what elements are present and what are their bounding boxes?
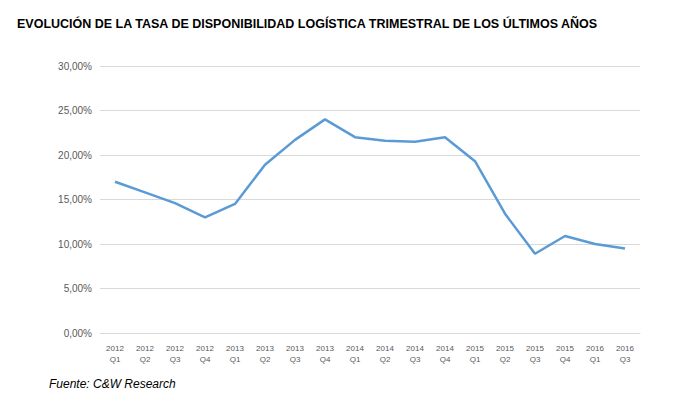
svg-text:2012: 2012 xyxy=(166,344,184,353)
svg-text:2016: 2016 xyxy=(586,344,604,353)
svg-text:2013: 2013 xyxy=(286,344,304,353)
svg-text:Q3: Q3 xyxy=(170,355,181,364)
svg-text:Q3: Q3 xyxy=(620,355,631,364)
svg-text:Q4: Q4 xyxy=(560,355,571,364)
svg-text:2012: 2012 xyxy=(136,344,154,353)
svg-text:Q3: Q3 xyxy=(530,355,541,364)
svg-text:Q1: Q1 xyxy=(470,355,481,364)
svg-text:30,00%: 30,00% xyxy=(58,61,92,72)
svg-text:Q1: Q1 xyxy=(350,355,361,364)
svg-text:2016: 2016 xyxy=(616,344,634,353)
svg-text:Q1: Q1 xyxy=(230,355,241,364)
svg-text:2012: 2012 xyxy=(106,344,124,353)
svg-text:Q3: Q3 xyxy=(290,355,301,364)
svg-text:Q3: Q3 xyxy=(410,355,421,364)
svg-text:Q2: Q2 xyxy=(500,355,511,364)
svg-text:2015: 2015 xyxy=(466,344,484,353)
svg-text:2015: 2015 xyxy=(496,344,514,353)
svg-text:2015: 2015 xyxy=(526,344,544,353)
svg-text:Q1: Q1 xyxy=(110,355,121,364)
svg-text:2014: 2014 xyxy=(346,344,364,353)
svg-text:Q1: Q1 xyxy=(590,355,601,364)
svg-text:2012: 2012 xyxy=(196,344,214,353)
svg-text:Q2: Q2 xyxy=(260,355,271,364)
svg-text:EVOLUCIÓN DE LA TASA DE DISPON: EVOLUCIÓN DE LA TASA DE DISPONIBILIDAD L… xyxy=(17,16,597,31)
svg-text:5,00%: 5,00% xyxy=(64,283,92,294)
svg-text:Q2: Q2 xyxy=(140,355,151,364)
svg-text:15,00%: 15,00% xyxy=(58,194,92,205)
svg-text:25,00%: 25,00% xyxy=(58,105,92,116)
svg-text:Q4: Q4 xyxy=(200,355,211,364)
svg-text:Q4: Q4 xyxy=(320,355,331,364)
svg-text:2015: 2015 xyxy=(556,344,574,353)
svg-text:10,00%: 10,00% xyxy=(58,239,92,250)
svg-text:2013: 2013 xyxy=(316,344,334,353)
svg-text:Q4: Q4 xyxy=(440,355,451,364)
svg-text:2014: 2014 xyxy=(376,344,394,353)
svg-text:2014: 2014 xyxy=(436,344,454,353)
svg-text:2013: 2013 xyxy=(226,344,244,353)
svg-text:20,00%: 20,00% xyxy=(58,150,92,161)
svg-text:Fuente: C&W Research: Fuente: C&W Research xyxy=(49,377,176,391)
svg-text:0,00%: 0,00% xyxy=(64,328,92,339)
svg-text:2014: 2014 xyxy=(406,344,424,353)
svg-text:Q2: Q2 xyxy=(380,355,391,364)
svg-text:2013: 2013 xyxy=(256,344,274,353)
